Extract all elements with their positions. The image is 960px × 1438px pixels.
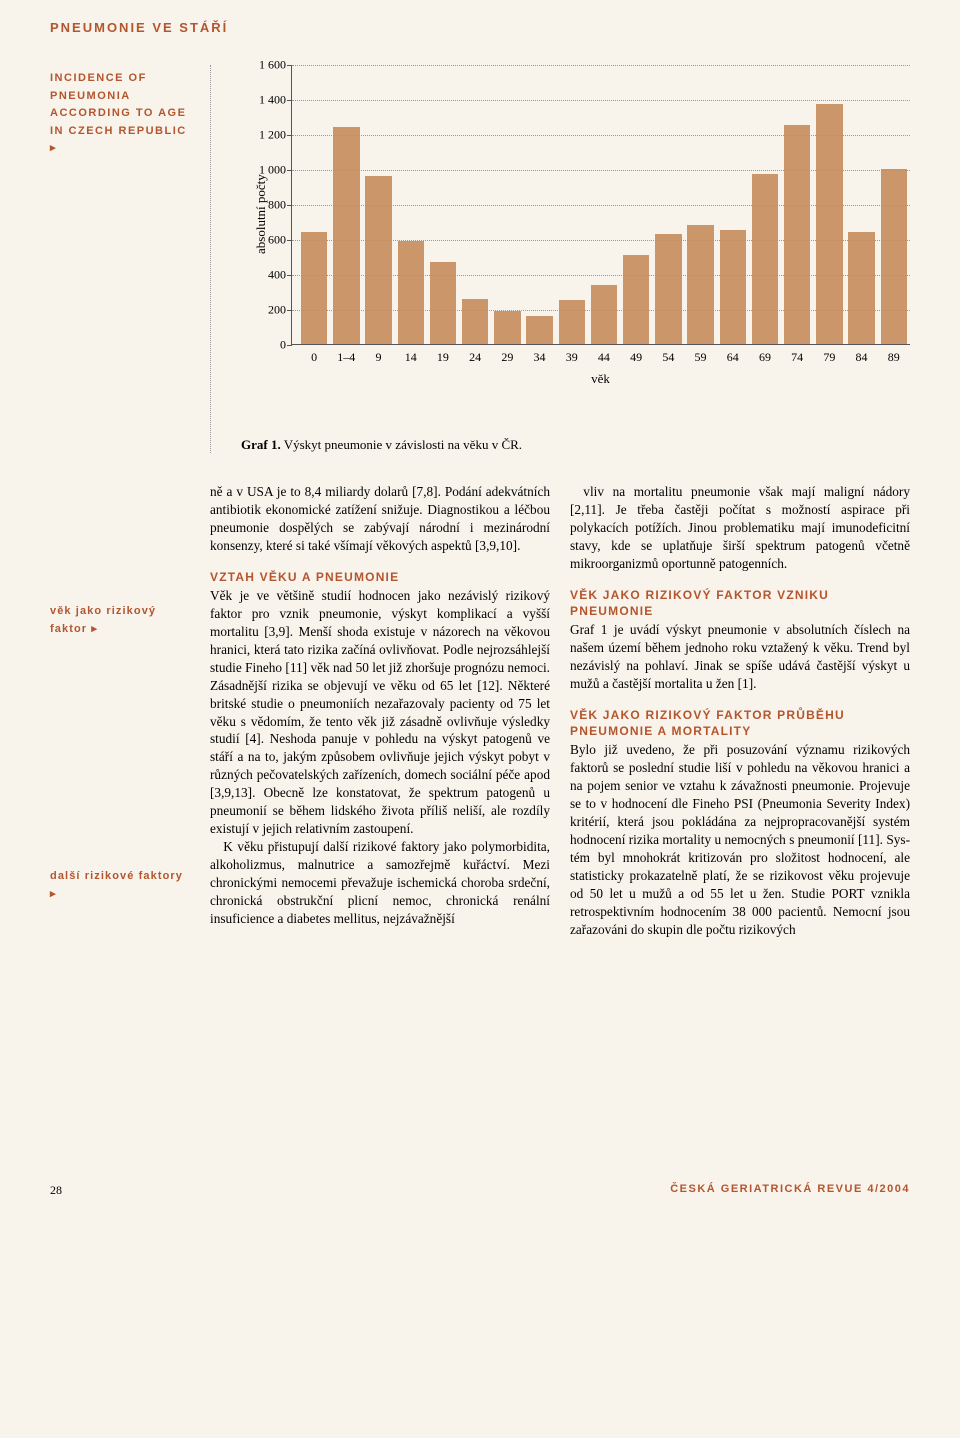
- section-heading: VĚK JAKO RIZIKOVÝ FAKTOR PRŮBĚHU PNEUMON…: [570, 707, 910, 739]
- chart-xtick-label: 69: [759, 344, 771, 365]
- chart-xlabel: věk: [291, 371, 910, 387]
- chart-bar: [848, 232, 874, 344]
- chart-gridline: [292, 310, 910, 311]
- chart-bar-slot: 74: [781, 125, 813, 344]
- chart-ytick-label: 1 400: [259, 93, 292, 108]
- chart-bar: [881, 169, 907, 344]
- body-paragraph: vliv na mortalitu pneumonie však mají ma…: [570, 483, 910, 573]
- chart-bar: [526, 316, 552, 344]
- chart-bar-slot: 0: [298, 232, 330, 344]
- chart-bar-slot: 14: [395, 241, 427, 344]
- chart-xtick-label: 54: [662, 344, 674, 365]
- section-heading: VĚK JAKO RIZIKOVÝ FAKTOR VZNIKU PNEUMONI…: [570, 587, 910, 619]
- chart-bar-slot: 49: [620, 255, 652, 344]
- chart-xtick-label: 29: [501, 344, 513, 365]
- chart-gridline: [292, 65, 910, 66]
- chart-bar: [784, 125, 810, 344]
- chart-xtick-label: 44: [598, 344, 610, 365]
- chart-xtick-label: 14: [405, 344, 417, 365]
- chart-sidebar-label: INCIDENCE OF PNEUMONIA ACCORDING TO AGE …: [50, 65, 190, 453]
- chart-xtick-label: 84: [856, 344, 868, 365]
- chart-xtick-label: 79: [823, 344, 835, 365]
- chart-container: absolutní počty 01–491419242934394449545…: [210, 65, 910, 453]
- page-title: PNEUMONIE VE STÁŘÍ: [50, 20, 910, 35]
- chart-gridline: [292, 170, 910, 171]
- side-note-2: další rizikové faktory ▸: [50, 868, 190, 903]
- chart-bar-slot: 24: [459, 299, 491, 345]
- chart-bar-slot: 64: [717, 230, 749, 344]
- chart-gridline: [292, 205, 910, 206]
- chart-plot: 01–4914192429343944495459646974798489 02…: [291, 65, 910, 345]
- chart-bar: [591, 285, 617, 345]
- chart-bar-slot: 34: [523, 316, 555, 344]
- chart-bar-slot: 1–4: [330, 127, 362, 344]
- body-paragraph: Bylo již uvedeno, že při posuzování význ…: [570, 741, 910, 938]
- body-paragraph: Věk je ve většině studií hodnocen jako n…: [210, 587, 550, 838]
- chart-ytick-label: 800: [268, 198, 292, 213]
- body-paragraph: K věku přistupují další rizikové faktory…: [210, 838, 550, 928]
- chart-xtick-label: 1–4: [337, 344, 355, 365]
- body-paragraph: ně a v USA je to 8,4 miliardy dolarů [7,…: [210, 483, 550, 555]
- chart-bar: [365, 176, 391, 344]
- chart-caption: Graf 1. Výskyt pneumonie v závislosti na…: [241, 437, 910, 453]
- footer-page-number: 28: [50, 1183, 62, 1198]
- chart-bar-slot: 69: [749, 174, 781, 344]
- chart-bar: [494, 311, 520, 344]
- chart-xtick-label: 0: [311, 344, 317, 365]
- chart-bar-slot: 44: [588, 285, 620, 345]
- chart-bar: [333, 127, 359, 344]
- chart-ylabel: absolutní počty: [253, 174, 269, 254]
- chart-gridline: [292, 240, 910, 241]
- chart-ytick-label: 200: [268, 303, 292, 318]
- chart-bar-slot: 9: [362, 176, 394, 344]
- chart-ytick-label: 600: [268, 233, 292, 248]
- chart-bar: [398, 241, 424, 344]
- chart-bar: [559, 300, 585, 344]
- chart-xtick-label: 9: [376, 344, 382, 365]
- chart-xtick-label: 34: [534, 344, 546, 365]
- body-columns: ně a v USA je to 8,4 miliardy dolarů [7,…: [210, 483, 910, 1133]
- chart-bar: [462, 299, 488, 345]
- chart-bar: [301, 232, 327, 344]
- chart-bar-slot: 84: [845, 232, 877, 344]
- chart-xtick-label: 59: [695, 344, 707, 365]
- chart-bar-slot: 89: [878, 169, 910, 344]
- side-note-1: věk jako rizikový faktor ▸: [50, 603, 190, 638]
- chart-bar: [687, 225, 713, 344]
- chart-xtick-label: 49: [630, 344, 642, 365]
- chart-bar-slot: 79: [813, 104, 845, 344]
- chart-bar: [720, 230, 746, 344]
- section-heading: VZTAH VĚKU A PNEUMONIE: [210, 569, 550, 585]
- chart-gridline: [292, 100, 910, 101]
- chart-ytick-label: 400: [268, 268, 292, 283]
- chart-bar: [752, 174, 778, 344]
- body-paragraph: Graf 1 je uvádí výskyt pneumonie v absol…: [570, 621, 910, 693]
- chart-bar: [623, 255, 649, 344]
- chart-bar-slot: 29: [491, 311, 523, 344]
- chart-bar: [655, 234, 681, 344]
- chart-ytick-label: 1 200: [259, 128, 292, 143]
- chart-xtick-label: 64: [727, 344, 739, 365]
- chart-ytick-label: 0: [280, 338, 292, 353]
- chart-bar-slot: 59: [684, 225, 716, 344]
- chart-ytick-label: 1 000: [259, 163, 292, 178]
- chart-xtick-label: 74: [791, 344, 803, 365]
- chart-xtick-label: 19: [437, 344, 449, 365]
- chart-gridline: [292, 135, 910, 136]
- chart-xtick-label: 89: [888, 344, 900, 365]
- chart-ytick-label: 1 600: [259, 58, 292, 73]
- chart-gridline: [292, 275, 910, 276]
- chart-bar-slot: 39: [556, 300, 588, 344]
- chart-bar: [816, 104, 842, 344]
- body-sidebar: věk jako rizikový faktor ▸ další rizikov…: [50, 483, 190, 1133]
- chart-xtick-label: 39: [566, 344, 578, 365]
- chart-xtick-label: 24: [469, 344, 481, 365]
- footer-journal: ČESKÁ GERIATRICKÁ REVUE 4/2004: [670, 1183, 910, 1198]
- chart-bar-slot: 54: [652, 234, 684, 344]
